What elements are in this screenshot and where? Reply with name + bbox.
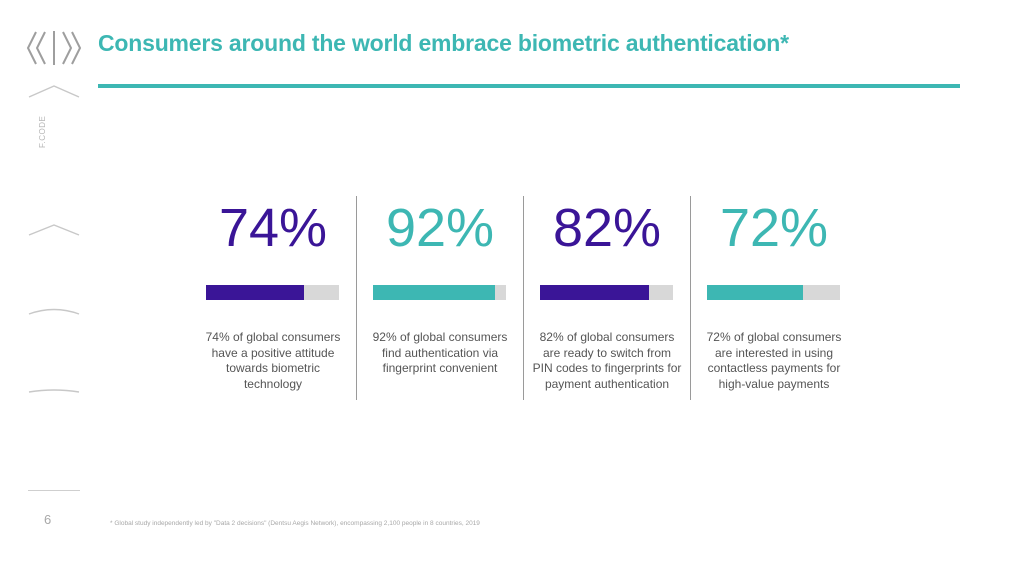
- rail-divider: [28, 490, 80, 491]
- stat-divider: [690, 196, 691, 400]
- stat-value: 92%: [385, 198, 495, 258]
- stat-divider: [523, 196, 524, 400]
- rail-arc-icon: [28, 389, 80, 393]
- stat-bar: [373, 285, 506, 300]
- title-underline: [98, 84, 960, 88]
- stat-card: 72% 72% of global consumers are interest…: [691, 192, 857, 432]
- stat-bar-fill: [373, 285, 496, 300]
- stat-description: 72% of global consumers are interested i…: [706, 330, 842, 391]
- stat-description: 82% of global consumers are ready to swi…: [532, 330, 682, 391]
- stat-card: 92% 92% of global consumers find authent…: [357, 192, 523, 432]
- stat-description: 74% of global consumers have a positive …: [205, 330, 341, 391]
- page-number: 6: [44, 512, 52, 527]
- footnote: * Global study independently led by "Dat…: [110, 520, 480, 527]
- stat-bar-fill: [206, 285, 305, 300]
- stat-bar-fill: [540, 285, 650, 300]
- stats-row: 74% 74% of global consumers have a posit…: [190, 192, 870, 432]
- stat-bar-fill: [707, 285, 803, 300]
- stat-card: 82% 82% of global consumers are ready to…: [524, 192, 690, 432]
- page-title: Consumers around the world embrace biome…: [98, 30, 789, 56]
- rail-code-label: F.CODE: [38, 115, 47, 148]
- stat-description: 92% of global consumers find authenticat…: [372, 330, 508, 375]
- stat-divider: [356, 196, 357, 400]
- stat-bar: [540, 285, 673, 300]
- stat-value: 82%: [552, 198, 662, 258]
- brand-logo-icon: [26, 31, 82, 65]
- rail-chevron-icon: [28, 85, 80, 98]
- rail-arc-icon: [28, 308, 80, 315]
- stat-bar: [707, 285, 840, 300]
- stat-value: 74%: [218, 198, 328, 258]
- stat-card: 74% 74% of global consumers have a posit…: [190, 192, 356, 432]
- rail-chevron-icon: [28, 224, 80, 236]
- stat-value: 72%: [719, 198, 829, 258]
- stat-bar: [206, 285, 339, 300]
